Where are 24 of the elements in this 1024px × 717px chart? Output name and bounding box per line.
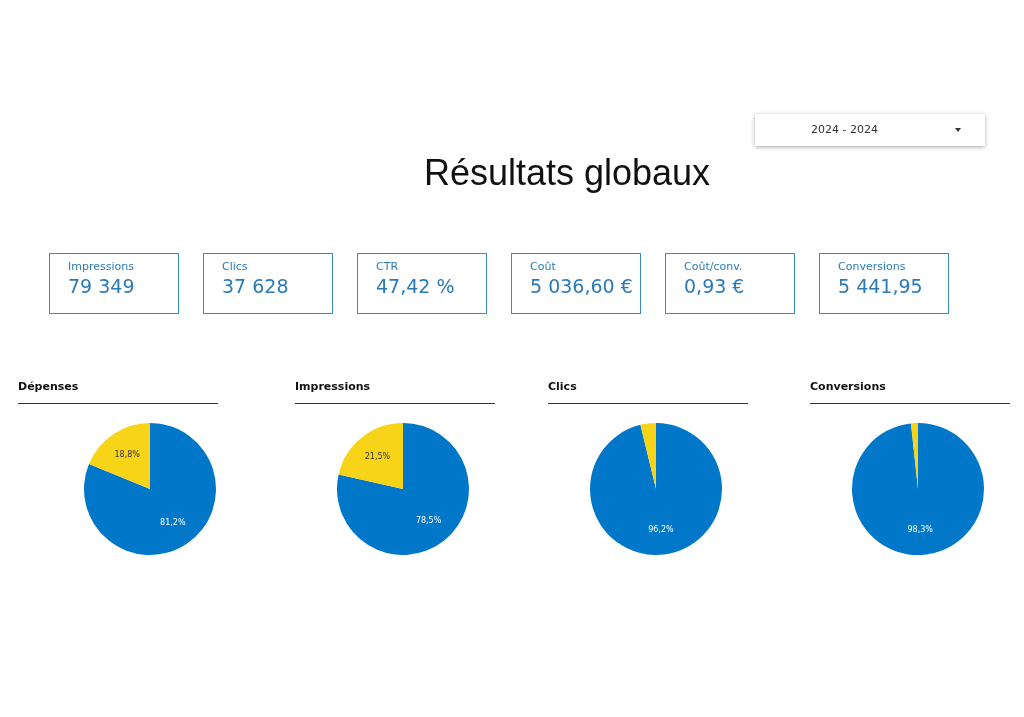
text: 47,42 % — [376, 275, 456, 297]
text: Coût — [530, 260, 557, 273]
text: 2024 - 2024 — [755, 114, 985, 146]
text: CTR — [376, 260, 400, 273]
data-label: 96,2% — [648, 524, 674, 534]
data-label: 18,8% — [114, 450, 141, 460]
data-label: 81,2% — [160, 518, 186, 528]
text: Coût/conv. — [684, 260, 744, 273]
chart-title: Conversions — [810, 380, 1010, 404]
text: 37 628 — [222, 275, 290, 297]
text: 79 349 — [68, 275, 136, 297]
data-label: 78,5% — [415, 516, 442, 526]
data-label: 98,3% — [907, 524, 934, 534]
text: 5 441,95 — [838, 275, 924, 297]
text: 5 036,60 € — [530, 275, 634, 297]
chart-title: Impressions — [295, 380, 495, 404]
text: 0,93 € — [684, 275, 746, 297]
chart-title: Dépenses — [18, 380, 218, 404]
text: Résultats globaux — [422, 152, 712, 194]
text: Conversions — [838, 260, 907, 273]
text: Impressions — [68, 260, 135, 273]
data-label: 21,5% — [364, 452, 391, 462]
text: Clics — [222, 260, 249, 273]
chart-title: Clics — [548, 380, 748, 404]
